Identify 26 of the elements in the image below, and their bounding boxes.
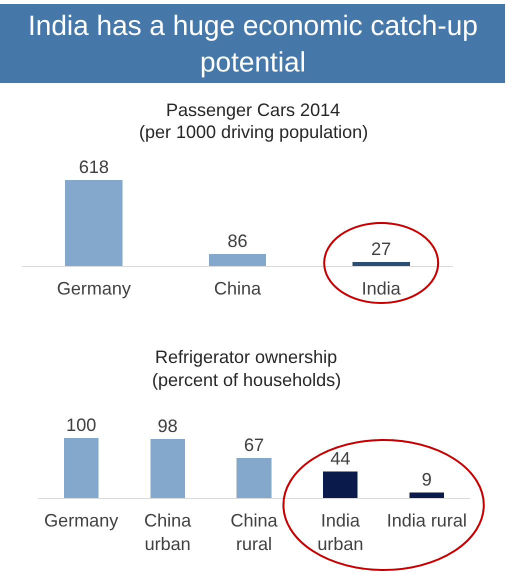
bar xyxy=(150,439,185,498)
x-tick-label: India rural xyxy=(386,510,467,531)
bar xyxy=(64,438,98,498)
bar xyxy=(323,472,358,498)
data-label: 618 xyxy=(78,157,109,177)
data-label: 98 xyxy=(158,416,178,436)
chart-title: Passenger Cars 2014 xyxy=(166,100,340,120)
x-tick-label: Germany xyxy=(56,278,131,299)
data-label: 9 xyxy=(422,470,432,490)
data-label: 86 xyxy=(227,231,248,252)
chart-title: Refrigerator ownership xyxy=(155,347,338,367)
data-label: 100 xyxy=(66,415,96,435)
data-label: 44 xyxy=(330,448,350,469)
data-label: 67 xyxy=(244,434,264,455)
x-tick-label: China urban xyxy=(144,510,192,554)
bar xyxy=(236,458,272,498)
data-label: 27 xyxy=(371,239,392,260)
x-tick-label: India xyxy=(362,278,402,299)
bar xyxy=(410,492,444,498)
chart-subtitle: (percent of households) xyxy=(152,370,342,390)
chart-subtitle: (per 1000 driving population) xyxy=(139,122,368,142)
x-tick-label: China xyxy=(214,278,262,299)
x-tick-label: Germany xyxy=(44,510,118,531)
x-tick-label: China rural xyxy=(230,510,279,554)
text: India has a huge economic catch-up potential xyxy=(28,10,478,78)
x-tick-label: India urban xyxy=(317,510,364,554)
